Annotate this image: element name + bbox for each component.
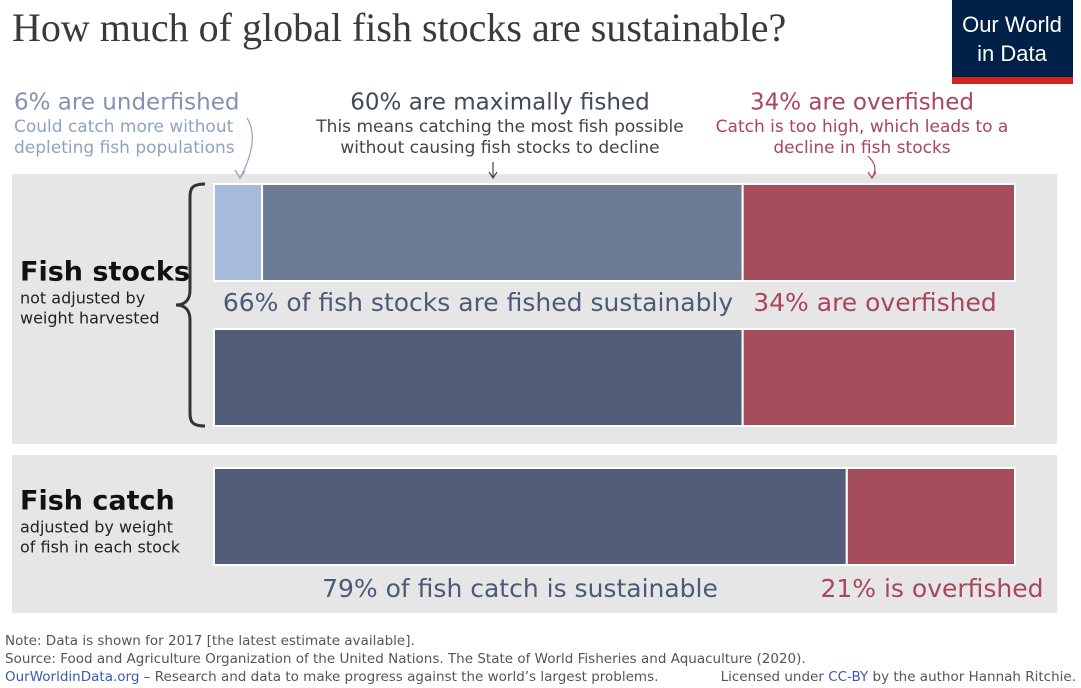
bar-segment	[213, 467, 848, 566]
logo-text: Our World	[962, 12, 1062, 37]
bar-label: 34% are overfished	[753, 288, 997, 317]
annotation-text: without causing fish stocks to decline	[340, 138, 659, 158]
bar-label: 66% of fish stocks are fished sustainabl…	[223, 288, 734, 317]
license: Licensed under CC-BY by the author Hanna…	[721, 669, 1076, 685]
arrow	[234, 117, 253, 180]
license-link[interactable]: CC-BY	[828, 669, 869, 685]
tagline: – Research and data to make progress aga…	[139, 669, 658, 685]
group-label: Fish stocks	[20, 257, 190, 288]
group-sublabel: adjusted by weight	[20, 518, 173, 537]
annotation-text: depleting fish populations	[14, 138, 235, 158]
site-link[interactable]: OurWorldinData.org	[5, 669, 139, 685]
bar-segment	[741, 328, 1016, 427]
group-sublabel: not adjusted by	[20, 289, 145, 308]
annotation-title: 6% are underfished	[14, 90, 239, 116]
arrow	[488, 162, 498, 180]
logo-box	[952, 0, 1073, 84]
group-sublabel: of fish in each stock	[20, 538, 181, 557]
annotation-text: Could catch more without	[14, 117, 234, 137]
note: Note: Data is shown for 2017 [the latest…	[5, 633, 415, 649]
bar-segment	[213, 183, 264, 282]
license-text: by the author Hannah Ritchie.	[868, 669, 1076, 685]
arrow	[867, 155, 877, 180]
bar-segment	[741, 183, 1016, 282]
source: Source: Food and Agriculture Organizatio…	[5, 651, 806, 667]
annotation-text: This means catching the most fish possib…	[315, 117, 683, 137]
bar-segment	[213, 328, 744, 427]
logo-text: in Data	[977, 41, 1047, 66]
annotation-title: 60% are maximally fished	[350, 90, 649, 116]
annotation-text: decline in fish stocks	[773, 138, 950, 158]
chart-title: How much of global fish stocks are susta…	[12, 5, 786, 50]
bar-segment	[845, 467, 1016, 566]
bar-segment	[261, 183, 744, 282]
annotation-text: Catch is too high, which leads to a	[716, 117, 1009, 137]
group-sublabel: weight harvested	[20, 309, 159, 328]
bar-label: 21% is overfished	[820, 574, 1043, 603]
license-text: Licensed under	[721, 669, 829, 685]
group-label: Fish catch	[20, 486, 175, 517]
annotation-title: 34% are overfished	[750, 90, 974, 116]
bar-label: 79% of fish catch is sustainable	[322, 574, 718, 603]
brace	[175, 182, 206, 428]
logo-strip	[952, 77, 1073, 84]
footer-line: OurWorldinData.org – Research and data t…	[5, 669, 658, 685]
